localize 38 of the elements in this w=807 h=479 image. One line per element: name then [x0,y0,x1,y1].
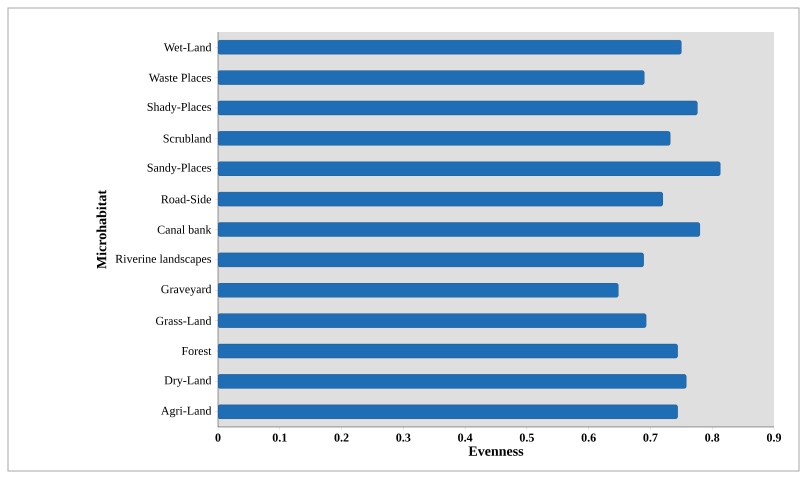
y-tick-label: Graveyard [161,284,212,296]
bar [218,313,646,328]
bar [218,70,644,85]
x-tick-label: 0.8 [705,434,720,442]
y-tick-label: Wet-Land [164,42,212,52]
bar [218,374,686,389]
y-tick-label: Sandy-Places [148,163,212,174]
x-tick-label: 0 [215,434,221,442]
y-tick-label: Canal bank [158,225,212,234]
bar [218,404,678,419]
y-tick-label: Dry-Land [164,376,212,387]
bar [218,283,619,298]
y-tick-label: Riverine landscapes [116,254,212,266]
x-tick-label: 0.4 [458,434,472,442]
y-tick-label: Forest [182,347,212,356]
x-axis-title: Evenness [468,446,524,456]
bar [218,162,720,176]
bar [218,252,644,268]
y-axis-title: Microhabitat [96,190,106,269]
x-tick-label: 0.6 [582,434,596,442]
x-tick-label: 0.5 [520,434,534,442]
bar [218,131,670,146]
bar [218,192,663,206]
y-tick-label: Road-Side [161,194,212,204]
y-tick-label: Scrubland [164,134,212,143]
y-tick-label: Agri-Land [160,406,212,418]
y-tick-label: Waste Places [148,73,212,82]
x-tick-label: 0.3 [396,434,410,442]
x-tick-label: 0.2 [334,434,349,442]
x-tick-label: 0.7 [643,434,658,442]
bar [218,344,678,358]
bar [218,100,698,116]
bar [218,40,682,54]
y-tick-label: Shady-Places [148,102,212,114]
bar [218,222,700,237]
y-tick-label: Grass-Land [156,316,212,325]
x-tick-label: 0.9 [766,434,782,442]
x-tick-label: 0.1 [272,434,287,442]
